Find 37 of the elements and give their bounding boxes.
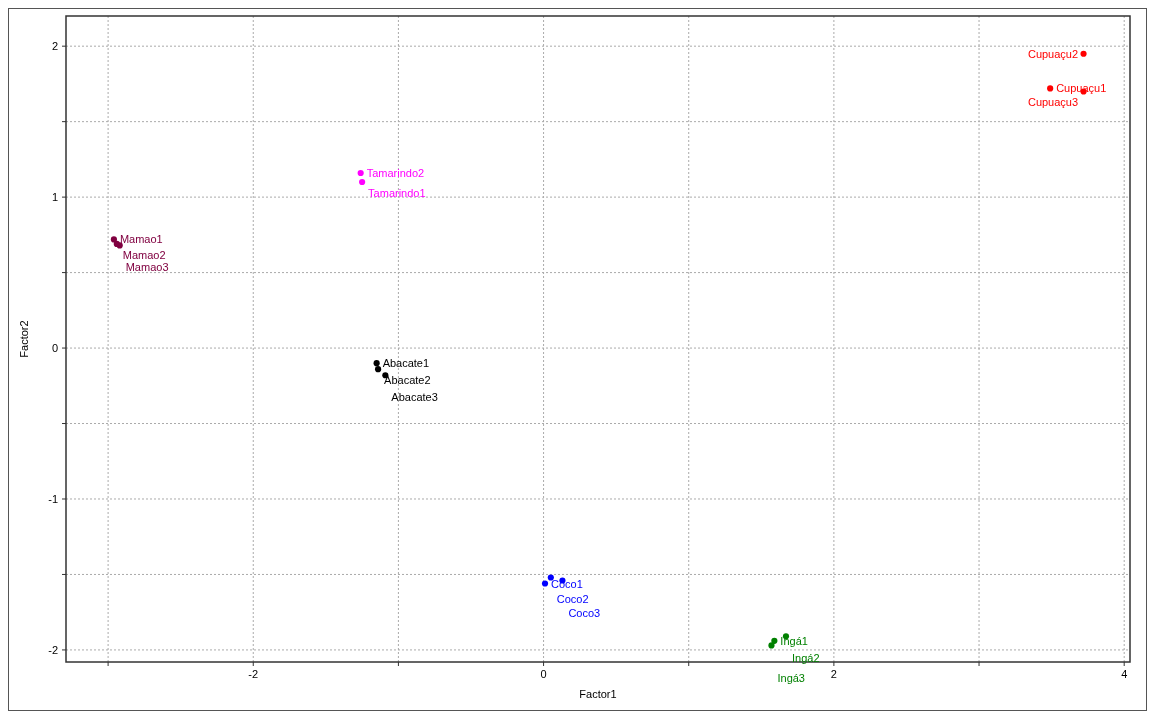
annotation: Cupuaçu2	[1027, 47, 1079, 60]
x-tick-label: 4	[1121, 668, 1128, 680]
point	[1047, 85, 1054, 92]
point	[768, 642, 775, 649]
annotation: Mamao3	[125, 261, 169, 274]
point	[771, 637, 778, 644]
y-axis-title: Factor2	[18, 320, 30, 358]
annotation: Abacate1	[382, 357, 430, 370]
annotation: Mamao1	[119, 233, 163, 246]
annotation: Ingá1	[780, 634, 808, 647]
annotation: Coco2	[556, 593, 589, 606]
annotation: Coco1	[551, 577, 583, 590]
annotation: Coco3	[568, 607, 601, 620]
y-tick-label: 1	[51, 191, 58, 204]
point	[110, 236, 117, 243]
point	[375, 366, 382, 373]
y-tick-label: -1	[48, 492, 58, 505]
y-tick-label: 0	[51, 342, 58, 355]
annotation: Abacate3	[391, 391, 438, 404]
x-tick-label: -2	[248, 668, 259, 680]
point	[1080, 50, 1087, 57]
annotation: Cupuaçu3	[1027, 96, 1079, 109]
x-tick-label: 0	[540, 668, 547, 680]
y-tick-label: -2	[48, 643, 58, 656]
annotation: Tamarindo2	[366, 166, 425, 179]
point	[541, 580, 549, 587]
x-axis-title: Factor1	[579, 688, 617, 700]
point	[547, 574, 554, 581]
annotation: Ingá3	[777, 672, 805, 685]
point	[373, 360, 380, 367]
annotation: Tamarindo1	[368, 187, 426, 200]
point	[357, 169, 364, 177]
point	[359, 178, 366, 186]
y-tick-label: 2	[51, 40, 58, 53]
annotation: Mamao2	[122, 248, 166, 261]
x-tick-label: 2	[830, 668, 837, 680]
annotation: Abacate2	[384, 374, 431, 387]
